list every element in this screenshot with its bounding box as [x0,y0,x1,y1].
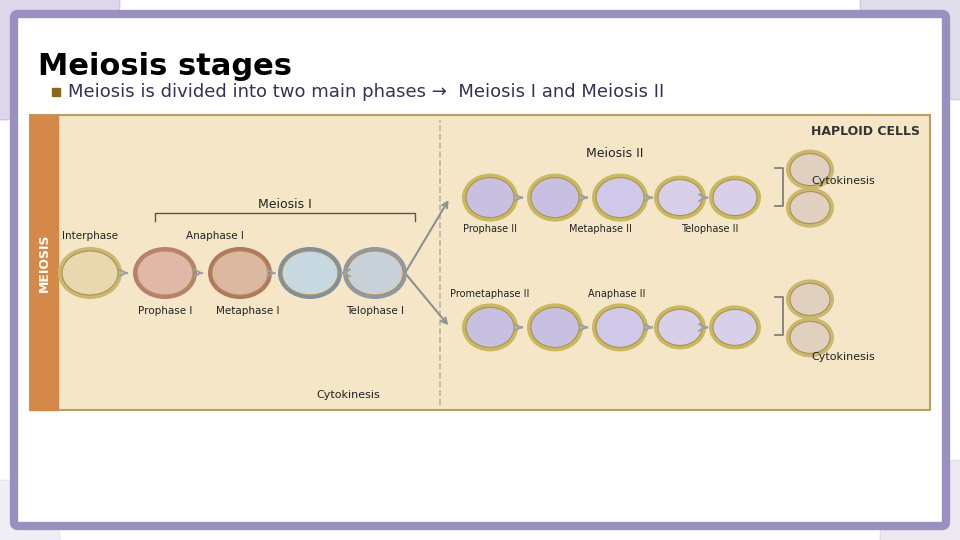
Ellipse shape [709,306,761,349]
Ellipse shape [592,303,648,352]
Ellipse shape [278,247,342,299]
Ellipse shape [654,306,706,349]
Text: Cytokinesis: Cytokinesis [811,353,875,362]
Text: Meiosis I: Meiosis I [258,198,312,211]
Ellipse shape [531,307,579,347]
Bar [52,88,60,96]
Text: Meiosis is divided into two main phases →  Meiosis I and Meiosis II: Meiosis is divided into two main phases … [68,83,664,101]
Text: Prophase II: Prophase II [463,224,517,234]
Ellipse shape [62,251,118,295]
Text: Prometaphase II: Prometaphase II [450,289,530,299]
Text: Metaphase II: Metaphase II [568,224,632,234]
Ellipse shape [527,303,583,352]
Ellipse shape [790,284,830,315]
Text: MEIOSIS: MEIOSIS [37,233,51,292]
Text: Cytokinesis: Cytokinesis [316,390,380,400]
Text: Metaphase I: Metaphase I [216,306,279,316]
Ellipse shape [658,180,702,215]
FancyBboxPatch shape [30,115,930,410]
Ellipse shape [347,251,403,295]
Ellipse shape [786,150,834,190]
Ellipse shape [466,178,514,218]
Ellipse shape [58,247,122,299]
Ellipse shape [531,178,579,218]
Ellipse shape [790,321,830,353]
Ellipse shape [592,173,648,221]
Ellipse shape [654,176,706,220]
Ellipse shape [790,153,830,186]
Text: Meiosis II: Meiosis II [587,146,644,160]
Text: Anaphase II: Anaphase II [588,289,646,299]
Text: Telophase II: Telophase II [682,224,738,234]
Ellipse shape [462,173,518,221]
Ellipse shape [343,247,407,299]
Ellipse shape [786,187,834,227]
Circle shape [0,480,60,540]
Ellipse shape [137,251,193,295]
Ellipse shape [658,309,702,346]
Ellipse shape [713,309,757,346]
Ellipse shape [466,307,514,347]
Bar [30,115,58,410]
Ellipse shape [786,279,834,319]
Text: Interphase: Interphase [62,231,118,241]
Text: HAPLOID CELLS: HAPLOID CELLS [811,125,920,138]
FancyBboxPatch shape [14,14,946,526]
Ellipse shape [596,178,644,218]
Ellipse shape [709,176,761,220]
Circle shape [0,0,120,120]
Ellipse shape [527,173,583,221]
Ellipse shape [462,303,518,352]
Ellipse shape [212,251,268,295]
Ellipse shape [133,247,197,299]
Text: Anaphase I: Anaphase I [186,231,244,241]
Ellipse shape [596,307,644,347]
Ellipse shape [790,192,830,224]
Circle shape [860,0,960,100]
Text: Telophase I: Telophase I [346,306,404,316]
Text: Meiosis stages: Meiosis stages [38,52,292,81]
Circle shape [880,460,960,540]
Text: Cytokinesis: Cytokinesis [811,176,875,186]
Text: Prophase I: Prophase I [138,306,192,316]
Ellipse shape [282,251,338,295]
Ellipse shape [713,180,757,215]
Ellipse shape [786,318,834,357]
Ellipse shape [208,247,272,299]
